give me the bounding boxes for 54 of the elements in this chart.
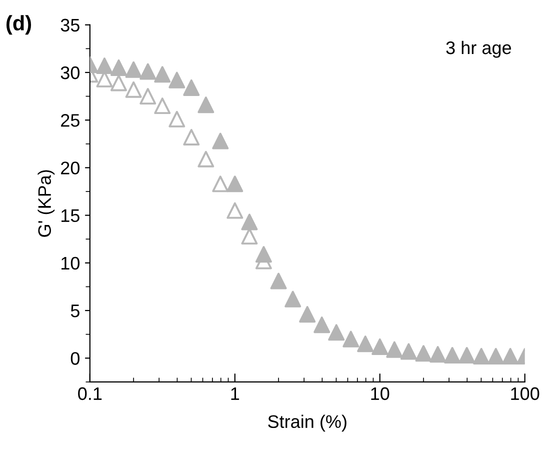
text: (d) [6, 15, 32, 35]
y-tick-label: 20 [61, 162, 80, 174]
point [473, 348, 490, 364]
x-axis-title: Strain (%) [268, 414, 346, 432]
point [212, 132, 229, 150]
y-tick-label: 30 [60, 66, 80, 80]
point [400, 343, 417, 360]
point [96, 58, 113, 74]
y-tick-label: 10 [62, 256, 80, 270]
x-tick-label: 1 [231, 387, 240, 400]
point [110, 59, 127, 76]
y-tick-label: 35 [60, 18, 80, 32]
point [198, 96, 214, 114]
point [372, 338, 388, 355]
y-tick-label: 5 [70, 304, 80, 318]
point [168, 110, 186, 128]
point [110, 74, 127, 92]
y-axis-title: G' (KPa) [38, 170, 55, 237]
point [299, 306, 316, 323]
point [212, 176, 229, 192]
point [328, 324, 345, 341]
annotation: 3 hr age [446, 40, 511, 58]
y-tick-label: 15 [62, 209, 80, 222]
point [125, 81, 142, 98]
y-tick-label: 0 [70, 352, 80, 365]
point [226, 202, 244, 219]
point [415, 345, 432, 362]
point [314, 316, 330, 334]
point [125, 61, 142, 78]
point [154, 66, 171, 83]
y-tick-label: 25 [61, 114, 80, 127]
x-tick-label: 100 [511, 387, 540, 400]
point [255, 246, 272, 263]
x-tick-label: 10 [371, 387, 390, 400]
point [488, 348, 504, 364]
point [458, 347, 476, 364]
point [357, 336, 374, 352]
point [386, 341, 403, 358]
point [241, 214, 258, 230]
point [140, 88, 156, 105]
point [342, 330, 360, 348]
point [154, 98, 171, 114]
point [502, 348, 519, 364]
point [284, 290, 302, 308]
point [183, 79, 200, 96]
point [168, 72, 186, 88]
x-tick-label: 0.1 [78, 387, 102, 400]
point [183, 128, 200, 146]
point [226, 176, 244, 192]
point [198, 150, 214, 168]
point [430, 346, 446, 363]
point [140, 63, 156, 80]
point [444, 347, 461, 364]
point [270, 272, 287, 290]
